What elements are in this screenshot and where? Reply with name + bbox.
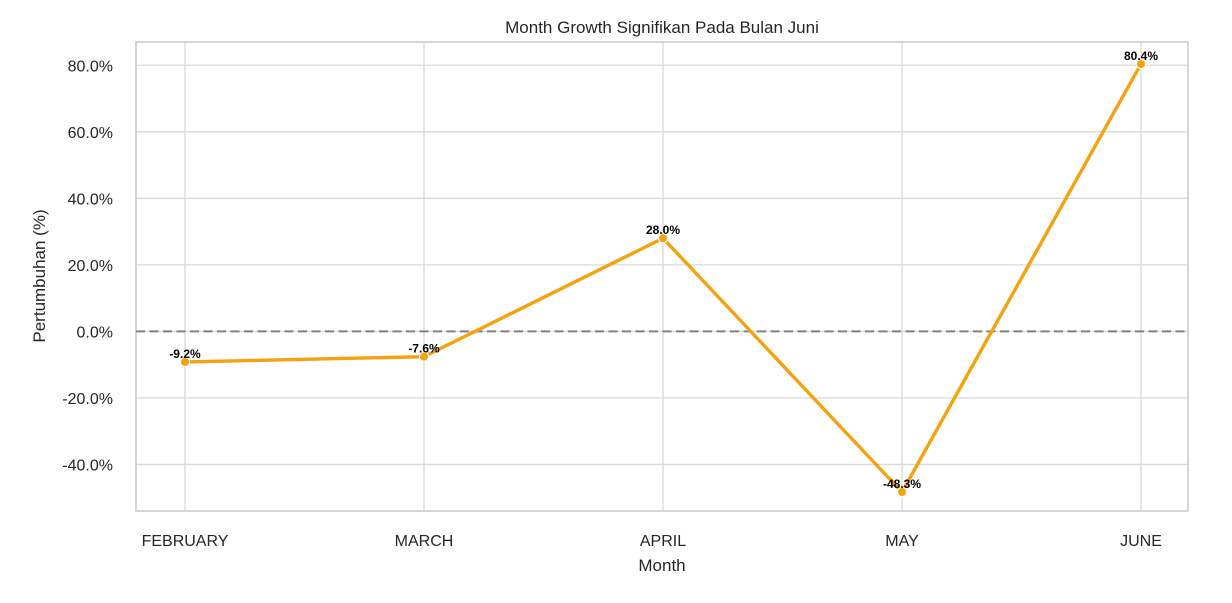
x-axis-label: Month bbox=[638, 556, 685, 575]
data-label: -9.2% bbox=[169, 347, 201, 361]
y-axis-label: Pertumbuhan (%) bbox=[30, 209, 49, 342]
data-point bbox=[896, 486, 908, 498]
chart-title: Month Growth Signifikan Pada Bulan Juni bbox=[505, 18, 819, 37]
x-axis-ticks: FEBRUARY MARCH APRIL MAY JUNE bbox=[142, 533, 1162, 550]
y-tick-label: 60.0% bbox=[68, 125, 113, 142]
y-tick-label: 20.0% bbox=[68, 258, 113, 275]
series-layer bbox=[179, 58, 1147, 498]
x-tick-label: JUNE bbox=[1120, 533, 1162, 550]
data-point bbox=[1135, 58, 1147, 70]
y-tick-label: -40.0% bbox=[62, 457, 113, 474]
x-tick-label: FEBRUARY bbox=[142, 533, 229, 550]
data-label: -7.6% bbox=[408, 342, 440, 356]
y-axis-ticks: -40.0% -20.0% 0.0% 20.0% 40.0% 60.0% 80.0% bbox=[62, 58, 113, 474]
x-tick-label: MARCH bbox=[395, 533, 454, 550]
y-tick-label: 80.0% bbox=[68, 58, 113, 75]
y-tick-label: -20.0% bbox=[62, 391, 113, 408]
grid bbox=[136, 42, 1188, 511]
y-tick-label: 40.0% bbox=[68, 191, 113, 208]
x-tick-label: APRIL bbox=[640, 533, 686, 550]
data-label: 28.0% bbox=[646, 223, 680, 237]
data-point bbox=[418, 351, 430, 362]
plot-frame bbox=[135, 41, 1189, 512]
x-tick-label: MAY bbox=[885, 533, 919, 550]
data-point bbox=[657, 233, 669, 244]
data-label: 80.4% bbox=[1124, 49, 1158, 63]
data-point bbox=[179, 356, 191, 368]
data-label-layer: -9.2% -7.6% 28.0% -48.3% 80.4% bbox=[169, 49, 1158, 491]
y-tick-label: 0.0% bbox=[77, 324, 113, 341]
data-label: -48.3% bbox=[883, 477, 921, 491]
